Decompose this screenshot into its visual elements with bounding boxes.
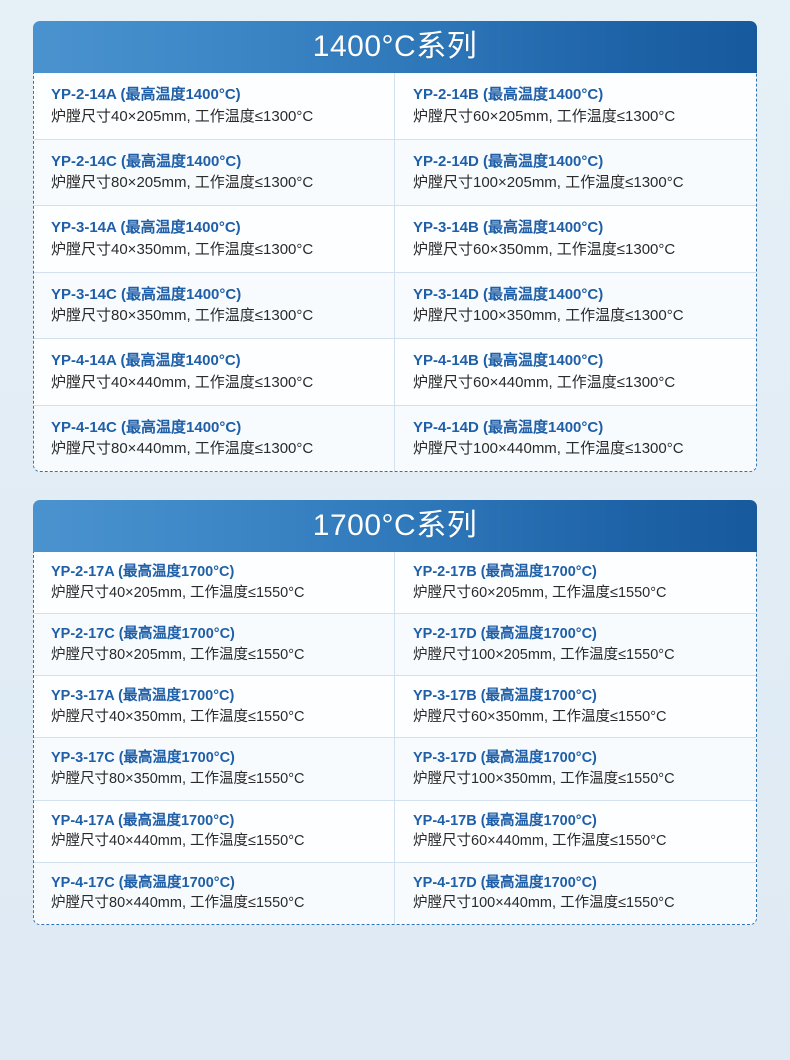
- model-cell[interactable]: YP-4-17C (最高温度1700°C) 炉膛尺寸80×440mm, 工作温度≤…: [34, 862, 395, 924]
- model-description: 炉膛尺寸100×205mm, 工作温度≤1300°C: [413, 174, 684, 192]
- model-description: 炉膛尺寸100×440mm, 工作温度≤1300°C: [413, 440, 684, 458]
- series-header-1700c: 1700°C系列: [33, 500, 757, 552]
- model-description: 炉膛尺寸60×440mm, 工作温度≤1300°C: [413, 373, 676, 391]
- model-name: YP-2-17B (最高温度1700°C): [413, 564, 597, 580]
- model-cell[interactable]: YP-3-14B (最高温度1400°C) 炉膛尺寸60×350mm, 工作温度≤…: [395, 206, 756, 272]
- model-description: 炉膛尺寸80×350mm, 工作温度≤1550°C: [51, 771, 305, 788]
- table-row: YP-3-14C (最高温度1400°C) 炉膛尺寸80×350mm, 工作温度≤…: [34, 272, 756, 339]
- table-row: YP-4-17C (最高温度1700°C) 炉膛尺寸80×440mm, 工作温度≤…: [34, 862, 756, 924]
- model-cell[interactable]: YP-4-14D (最高温度1400°C) 炉膛尺寸100×440mm, 工作温度…: [395, 405, 756, 471]
- model-description: 炉膛尺寸100×440mm, 工作温度≤1550°C: [413, 895, 675, 912]
- table-row: YP-4-14A (最高温度1400°C) 炉膛尺寸40×440mm, 工作温度≤…: [34, 339, 756, 406]
- table-row: YP-2-17A (最高温度1700°C) 炉膛尺寸40×205mm, 工作温度≤…: [34, 552, 756, 615]
- model-description: 炉膛尺寸60×350mm, 工作温度≤1300°C: [413, 240, 676, 258]
- model-name: YP-4-14B (最高温度1400°C): [413, 352, 604, 369]
- model-cell[interactable]: YP-4-14A (最高温度1400°C) 炉膛尺寸40×440mm, 工作温度≤…: [34, 339, 395, 405]
- model-description: 炉膛尺寸40×205mm, 工作温度≤1300°C: [51, 107, 314, 125]
- series-table-1700c: YP-2-17A (最高温度1700°C) 炉膛尺寸40×205mm, 工作温度≤…: [33, 552, 757, 925]
- table-row: YP-3-17C (最高温度1700°C) 炉膛尺寸80×350mm, 工作温度≤…: [34, 738, 756, 801]
- model-name: YP-3-14D (最高温度1400°C): [413, 285, 604, 303]
- table-row: YP-2-17C (最高温度1700°C) 炉膛尺寸80×205mm, 工作温度≤…: [34, 614, 756, 677]
- model-name: YP-3-17B (最高温度1700°C): [413, 688, 597, 705]
- model-name: YP-2-14D (最高温度1400°C): [413, 152, 604, 170]
- model-cell[interactable]: YP-2-17B (最高温度1700°C) 炉膛尺寸60×205mm, 工作温度≤…: [395, 552, 756, 614]
- model-cell[interactable]: YP-4-17D (最高温度1700°C) 炉膛尺寸100×440mm, 工作温度…: [395, 862, 756, 924]
- table-row: YP-2-14C (最高温度1400°C) 炉膛尺寸80×205mm, 工作温度≤…: [34, 139, 756, 206]
- model-cell[interactable]: YP-2-17C (最高温度1700°C) 炉膛尺寸80×205mm, 工作温度≤…: [34, 614, 395, 676]
- series-title: 1700°C系列: [312, 509, 478, 542]
- model-description: 炉膛尺寸40×350mm, 工作温度≤1550°C: [51, 708, 305, 725]
- model-cell[interactable]: YP-4-17A (最高温度1700°C) 炉膛尺寸40×440mm, 工作温度≤…: [34, 800, 395, 862]
- model-cell[interactable]: YP-3-14C (最高温度1400°C) 炉膛尺寸80×350mm, 工作温度≤…: [34, 272, 395, 338]
- table-row: YP-3-14A (最高温度1400°C) 炉膛尺寸40×350mm, 工作温度≤…: [34, 206, 756, 273]
- model-cell[interactable]: YP-2-14B (最高温度1400°C) 炉膛尺寸60×205mm, 工作温度≤…: [395, 73, 756, 139]
- table-row: YP-2-14A (最高温度1400°C) 炉膛尺寸40×205mm, 工作温度≤…: [34, 73, 756, 140]
- model-cell[interactable]: YP-3-17A (最高温度1700°C) 炉膛尺寸40×350mm, 工作温度≤…: [34, 676, 395, 738]
- model-name: YP-3-17A (最高温度1700°C): [51, 688, 235, 705]
- model-name: YP-4-14D (最高温度1400°C): [413, 418, 604, 436]
- model-description: 炉膛尺寸60×205mm, 工作温度≤1300°C: [413, 107, 676, 125]
- model-cell[interactable]: YP-4-14C (最高温度1400°C) 炉膛尺寸80×440mm, 工作温度≤…: [34, 405, 395, 471]
- series-header-1400c: 1400°C系列: [33, 21, 757, 73]
- model-cell[interactable]: YP-4-17B (最高温度1700°C) 炉膛尺寸60×440mm, 工作温度≤…: [395, 800, 756, 862]
- model-description: 炉膛尺寸40×440mm, 工作温度≤1550°C: [51, 833, 305, 850]
- model-cell[interactable]: YP-3-14A (最高温度1400°C) 炉膛尺寸40×350mm, 工作温度≤…: [34, 206, 395, 272]
- model-description: 炉膛尺寸60×350mm, 工作温度≤1550°C: [413, 708, 667, 725]
- series-block-1400c: 1400°C系列 YP-2-14A (最高温度1400°C) 炉膛尺寸40×205…: [33, 21, 757, 472]
- model-name: YP-2-17C (最高温度1700°C): [51, 626, 235, 643]
- model-description: 炉膛尺寸40×350mm, 工作温度≤1300°C: [51, 240, 314, 258]
- model-name: YP-4-17B (最高温度1700°C): [413, 812, 597, 829]
- model-description: 炉膛尺寸80×440mm, 工作温度≤1300°C: [51, 440, 314, 458]
- model-cell[interactable]: YP-2-14C (最高温度1400°C) 炉膛尺寸80×205mm, 工作温度≤…: [34, 139, 395, 205]
- model-name: YP-3-14B (最高温度1400°C): [413, 219, 604, 236]
- model-description: 炉膛尺寸80×350mm, 工作温度≤1300°C: [51, 307, 314, 325]
- model-name: YP-3-14A (最高温度1400°C): [51, 219, 241, 236]
- series-title: 1400°C系列: [312, 30, 478, 63]
- model-cell[interactable]: YP-2-17D (最高温度1700°C) 炉膛尺寸100×205mm, 工作温度…: [395, 614, 756, 676]
- model-name: YP-2-17D (最高温度1700°C): [413, 626, 597, 643]
- model-cell[interactable]: YP-2-17A (最高温度1700°C) 炉膛尺寸40×205mm, 工作温度≤…: [34, 552, 395, 614]
- model-name: YP-2-14A (最高温度1400°C): [51, 86, 241, 103]
- model-description: 炉膛尺寸100×350mm, 工作温度≤1550°C: [413, 771, 675, 788]
- model-name: YP-3-17D (最高温度1700°C): [413, 750, 597, 767]
- model-cell[interactable]: YP-3-17B (最高温度1700°C) 炉膛尺寸60×350mm, 工作温度≤…: [395, 676, 756, 738]
- table-row: YP-4-14C (最高温度1400°C) 炉膛尺寸80×440mm, 工作温度≤…: [34, 405, 756, 471]
- model-description: 炉膛尺寸40×440mm, 工作温度≤1300°C: [51, 373, 314, 391]
- model-cell[interactable]: YP-2-14D (最高温度1400°C) 炉膛尺寸100×205mm, 工作温度…: [395, 139, 756, 205]
- model-name: YP-3-14C (最高温度1400°C): [51, 285, 242, 303]
- model-name: YP-4-14C (最高温度1400°C): [51, 418, 242, 436]
- model-description: 炉膛尺寸80×205mm, 工作温度≤1300°C: [51, 174, 314, 192]
- model-cell[interactable]: YP-4-14B (最高温度1400°C) 炉膛尺寸60×440mm, 工作温度≤…: [395, 339, 756, 405]
- model-cell[interactable]: YP-3-17C (最高温度1700°C) 炉膛尺寸80×350mm, 工作温度≤…: [34, 738, 395, 800]
- model-name: YP-3-17C (最高温度1700°C): [51, 750, 235, 767]
- model-name: YP-2-14C (最高温度1400°C): [51, 152, 242, 170]
- model-description: 炉膛尺寸80×205mm, 工作温度≤1550°C: [51, 646, 305, 663]
- model-name: YP-4-14A (最高温度1400°C): [51, 352, 241, 369]
- series-block-1700c: 1700°C系列 YP-2-17A (最高温度1700°C) 炉膛尺寸40×205…: [33, 500, 757, 925]
- model-name: YP-2-17A (最高温度1700°C): [51, 564, 235, 580]
- model-description: 炉膛尺寸60×440mm, 工作温度≤1550°C: [413, 833, 667, 850]
- model-name: YP-4-17A (最高温度1700°C): [51, 812, 235, 829]
- model-cell[interactable]: YP-3-17D (最高温度1700°C) 炉膛尺寸100×350mm, 工作温度…: [395, 738, 756, 800]
- series-table-1400c: YP-2-14A (最高温度1400°C) 炉膛尺寸40×205mm, 工作温度≤…: [33, 73, 757, 472]
- model-description: 炉膛尺寸100×205mm, 工作温度≤1550°C: [413, 646, 675, 663]
- model-name: YP-2-14B (最高温度1400°C): [413, 86, 604, 103]
- model-cell[interactable]: YP-2-14A (最高温度1400°C) 炉膛尺寸40×205mm, 工作温度≤…: [34, 73, 395, 139]
- model-description: 炉膛尺寸60×205mm, 工作温度≤1550°C: [413, 584, 667, 601]
- model-description: 炉膛尺寸40×205mm, 工作温度≤1550°C: [51, 584, 305, 601]
- model-description: 炉膛尺寸100×350mm, 工作温度≤1300°C: [413, 307, 684, 325]
- model-description: 炉膛尺寸80×440mm, 工作温度≤1550°C: [51, 895, 305, 912]
- model-name: YP-4-17D (最高温度1700°C): [413, 874, 597, 891]
- model-name: YP-4-17C (最高温度1700°C): [51, 874, 235, 891]
- table-row: YP-4-17A (最高温度1700°C) 炉膛尺寸40×440mm, 工作温度≤…: [34, 800, 756, 863]
- table-row: YP-3-17A (最高温度1700°C) 炉膛尺寸40×350mm, 工作温度≤…: [34, 676, 756, 739]
- model-cell[interactable]: YP-3-14D (最高温度1400°C) 炉膛尺寸100×350mm, 工作温度…: [395, 272, 756, 338]
